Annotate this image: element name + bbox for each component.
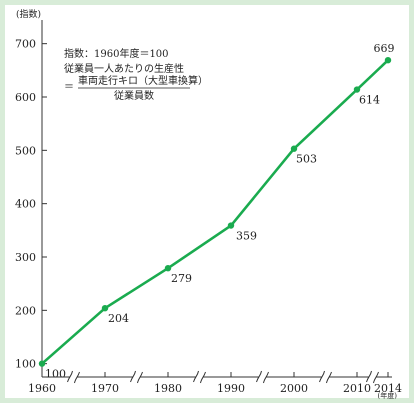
axis-break-mark (366, 370, 372, 383)
data-label: 100 (45, 368, 66, 381)
data-label: 614 (359, 94, 380, 107)
y-tick-label: 200 (15, 304, 36, 317)
note-equals-sign: ＝ (64, 82, 74, 93)
axis-break-mark (74, 371, 80, 384)
plot-panel (5, 5, 409, 398)
data-label: 204 (108, 312, 129, 325)
note-numerator: 車両走行キロ（大型車換算） (78, 74, 208, 87)
axis-break-gap (368, 375, 377, 379)
y-tick-label: 400 (15, 198, 36, 211)
data-label: 279 (171, 272, 192, 285)
axis-break-mark (319, 370, 325, 383)
axis-break-mark (193, 370, 199, 383)
x-tick-label: 2000 (280, 382, 308, 395)
data-label: 669 (374, 42, 395, 55)
data-label: 359 (236, 230, 257, 243)
y-tick-label: 700 (15, 38, 36, 51)
tick-labels: 100 200 300 400 500 600 700 1960 1970 1980 1990 200… (15, 38, 402, 395)
x-tick-label: 1990 (217, 382, 245, 395)
x-axis-unit-label: (年度) (378, 391, 398, 400)
x-tick-label: 2010 (343, 382, 371, 395)
data-point (353, 86, 361, 93)
axis-break-mark (326, 371, 332, 384)
x-tick-label: 1970 (91, 382, 119, 395)
note-denominator: 従業員数 (114, 89, 154, 102)
data-point (227, 222, 235, 229)
axis-break-gap (69, 375, 78, 379)
axis-break-mark (67, 370, 73, 383)
data-point (38, 360, 46, 367)
axis-break-mark (263, 371, 269, 384)
data-label: 503 (296, 153, 317, 166)
axis-break-gap (321, 375, 330, 379)
axes (41, 20, 392, 384)
axis-break-mark (137, 371, 143, 384)
y-tick-label: 600 (15, 91, 36, 104)
axis-break-mark (256, 370, 262, 383)
y-axis-unit-label: (指数) (16, 8, 41, 20)
axis-break-gap (195, 375, 204, 379)
y-tick-label: 100 (15, 358, 36, 371)
y-tick-label: 500 (15, 144, 36, 157)
data-point (164, 265, 172, 272)
x-tick-label: 1980 (154, 382, 182, 395)
data-point (101, 305, 109, 312)
data-series: 100 204 279 359 503 614 669 (38, 42, 395, 381)
note-index-definition: 指数：1960年度＝100 (64, 47, 169, 60)
data-point (290, 145, 298, 152)
x-tick-label: 2014 (374, 382, 402, 395)
axis-break-mark (200, 371, 206, 384)
x-tick-label: 1960 (28, 382, 56, 395)
y-tick-label: 300 (15, 251, 36, 264)
data-point (384, 57, 392, 64)
chart-note: 指数：1960年度＝100 従業員一人あたりの生産性 ＝ 車両走行キロ（大型車換… (64, 47, 208, 102)
axis-break-mark (373, 371, 379, 384)
note-productivity-title: 従業員一人あたりの生産性 (64, 62, 184, 75)
axis-break-mark (130, 370, 136, 383)
axis-break-gap (132, 375, 141, 379)
axis-break-gap (258, 375, 267, 379)
